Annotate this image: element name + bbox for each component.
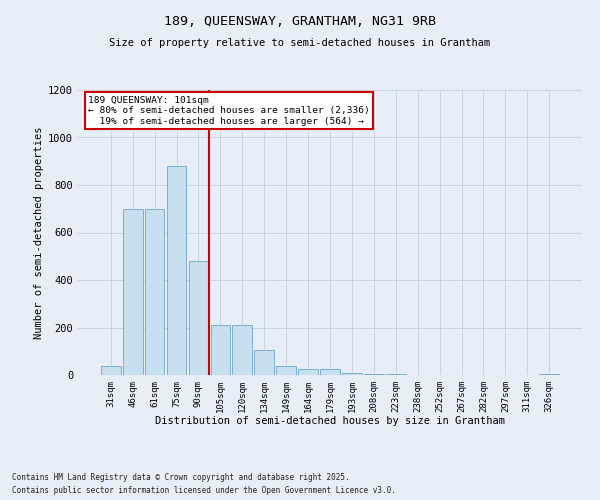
- Text: 189 QUEENSWAY: 101sqm
← 80% of semi-detached houses are smaller (2,336)
  19% of: 189 QUEENSWAY: 101sqm ← 80% of semi-deta…: [88, 96, 370, 126]
- Bar: [145, 209, 164, 375]
- Bar: [254, 350, 274, 375]
- Bar: [539, 374, 559, 375]
- X-axis label: Distribution of semi-detached houses by size in Grantham: Distribution of semi-detached houses by …: [155, 416, 505, 426]
- Bar: [232, 325, 252, 375]
- Bar: [342, 372, 362, 375]
- Bar: [386, 374, 406, 375]
- Text: Contains public sector information licensed under the Open Government Licence v3: Contains public sector information licen…: [12, 486, 396, 495]
- Bar: [276, 366, 296, 375]
- Bar: [123, 209, 143, 375]
- Y-axis label: Number of semi-detached properties: Number of semi-detached properties: [34, 126, 44, 339]
- Bar: [188, 261, 208, 375]
- Text: Contains HM Land Registry data © Crown copyright and database right 2025.: Contains HM Land Registry data © Crown c…: [12, 474, 350, 482]
- Bar: [211, 325, 230, 375]
- Bar: [320, 369, 340, 375]
- Bar: [101, 366, 121, 375]
- Text: Size of property relative to semi-detached houses in Grantham: Size of property relative to semi-detach…: [109, 38, 491, 48]
- Text: 189, QUEENSWAY, GRANTHAM, NG31 9RB: 189, QUEENSWAY, GRANTHAM, NG31 9RB: [164, 15, 436, 28]
- Bar: [167, 166, 187, 375]
- Bar: [364, 374, 384, 375]
- Bar: [298, 369, 318, 375]
